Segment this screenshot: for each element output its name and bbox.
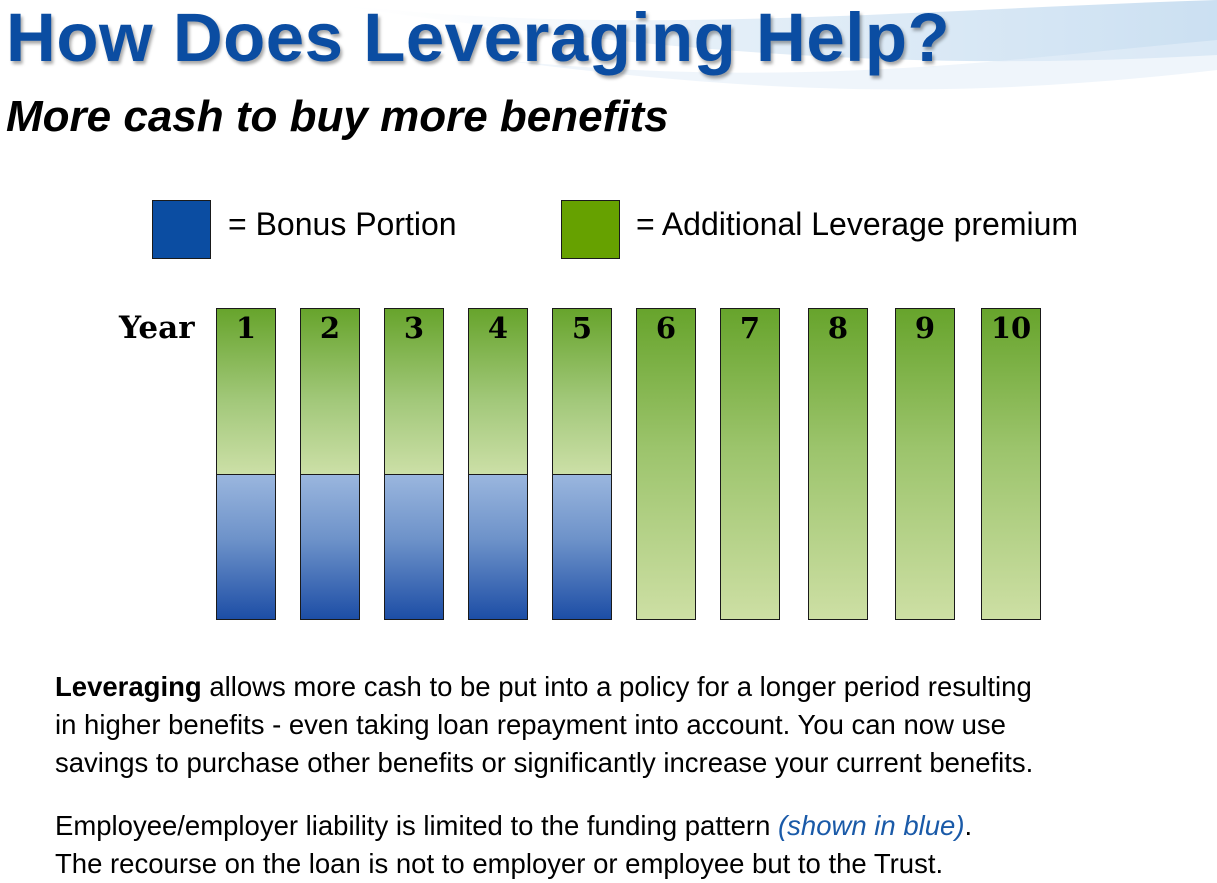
para2-line1: Employee/employer liability is limited t… <box>55 810 779 841</box>
leverage-premium-segment <box>217 309 275 476</box>
leverage-premium-segment <box>896 309 954 619</box>
legend-label-bonus: = Bonus Portion <box>228 206 457 242</box>
legend-swatch-leverage <box>561 200 620 259</box>
year-number: 6 <box>655 311 677 345</box>
paragraph-liability: Employee/employer liability is limited t… <box>55 807 972 883</box>
year-bar-7: 7 <box>720 308 780 620</box>
year-bar-2: 2 <box>300 308 360 620</box>
para1-line3: savings to purchase other benefits or si… <box>55 747 1034 778</box>
year-bar-4: 4 <box>468 308 528 620</box>
bonus-portion-segment <box>217 474 275 619</box>
para1-line2: in higher benefits - even taking loan re… <box>55 709 1006 740</box>
leverage-premium-segment <box>982 309 1040 619</box>
leverage-premium-segment <box>385 309 443 476</box>
para1-line1: allows more cash to be put into a policy… <box>201 671 1032 702</box>
leverage-premium-segment <box>301 309 359 476</box>
page-subtitle: More cash to buy more benefits <box>6 92 669 141</box>
header-swoosh-decoration <box>300 0 1217 90</box>
bonus-portion-segment <box>301 474 359 619</box>
year-axis-label: Year <box>119 310 195 346</box>
year-number: 7 <box>739 311 761 345</box>
year-number: 8 <box>827 311 849 345</box>
year-bar-1: 1 <box>216 308 276 620</box>
bonus-portion-segment <box>553 474 611 619</box>
year-number: 2 <box>319 311 341 345</box>
leverage-premium-segment <box>469 309 527 476</box>
shown-in-blue-note: (shown in blue) <box>778 810 965 841</box>
bonus-portion-segment <box>385 474 443 619</box>
leverage-premium-segment <box>721 309 779 619</box>
para2-period: . <box>964 810 973 841</box>
para2-line2: The recourse on the loan is not to emplo… <box>55 848 944 879</box>
leveraging-term: Leveraging <box>55 671 202 702</box>
legend-swatch-bonus <box>152 200 211 259</box>
year-bar-8: 8 <box>808 308 868 620</box>
leverage-premium-segment <box>553 309 611 476</box>
year-bar-10: 10 <box>981 308 1041 620</box>
legend-label-leverage: = Additional Leverage premium <box>636 206 1079 242</box>
page-title: How Does Leveraging Help? <box>6 0 951 76</box>
year-number: 5 <box>571 311 593 345</box>
year-number: 4 <box>487 311 509 345</box>
year-bar-9: 9 <box>895 308 955 620</box>
year-bar-3: 3 <box>384 308 444 620</box>
year-bar-6: 6 <box>636 308 696 620</box>
year-number: 3 <box>403 311 425 345</box>
year-number: 10 <box>990 311 1032 345</box>
year-number: 9 <box>914 311 936 345</box>
leverage-premium-segment <box>809 309 867 619</box>
year-bar-5: 5 <box>552 308 612 620</box>
bonus-portion-segment <box>469 474 527 619</box>
paragraph-leveraging: Leveraging allows more cash to be put in… <box>55 668 1033 782</box>
leverage-premium-segment <box>637 309 695 619</box>
year-number: 1 <box>235 311 257 345</box>
